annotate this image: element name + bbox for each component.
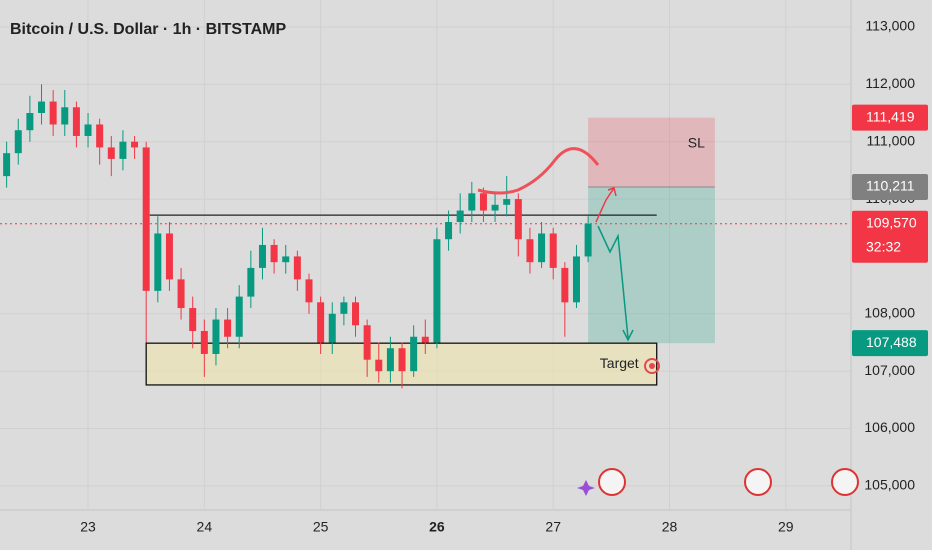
candle-body bbox=[456, 210, 464, 223]
candle-body bbox=[165, 233, 173, 280]
candle-body bbox=[224, 319, 232, 337]
candle-body bbox=[131, 141, 139, 148]
x-tick-label: 29 bbox=[778, 519, 794, 535]
candle-body bbox=[468, 193, 476, 211]
candle-body bbox=[107, 147, 115, 159]
candle-body bbox=[200, 331, 208, 354]
price-tag bbox=[852, 330, 928, 357]
candle-body bbox=[398, 348, 406, 372]
target-icon bbox=[644, 358, 660, 374]
candle-body bbox=[352, 302, 360, 326]
candle-body bbox=[363, 325, 371, 360]
candle-body bbox=[538, 233, 546, 263]
candle-body bbox=[317, 302, 325, 343]
candle-body bbox=[340, 302, 348, 314]
candle-body bbox=[305, 279, 313, 303]
candle-body bbox=[410, 336, 418, 372]
x-tick-label: 25 bbox=[313, 519, 329, 535]
candle-body bbox=[479, 193, 487, 211]
countdown: 32:32 bbox=[866, 238, 901, 254]
candle-body bbox=[26, 113, 34, 131]
down-arrow bbox=[597, 225, 634, 342]
y-tick-label: 108,000 bbox=[864, 305, 915, 321]
candle-body bbox=[293, 256, 301, 280]
candle-body bbox=[235, 296, 243, 337]
candle-body bbox=[96, 124, 104, 148]
x-tick-label: 24 bbox=[197, 519, 213, 535]
y-tick-label: 105,000 bbox=[864, 477, 915, 493]
y-tick-label: 113,000 bbox=[865, 18, 915, 34]
x-tick-label: 28 bbox=[662, 519, 678, 535]
candle-body bbox=[49, 101, 57, 125]
candle-body bbox=[247, 267, 255, 297]
projection-curve bbox=[477, 147, 600, 195]
y-tick-label: 112,000 bbox=[865, 75, 915, 91]
price-tag bbox=[852, 104, 928, 131]
candle-body bbox=[154, 233, 162, 291]
axis-layer: 105,000106,000107,000108,000110,000111,0… bbox=[80, 18, 928, 535]
candle-body bbox=[3, 153, 11, 177]
candle-body bbox=[212, 319, 220, 354]
candle-body bbox=[526, 239, 534, 263]
price-tag-label: 107,488 bbox=[866, 334, 917, 350]
price-tag bbox=[852, 173, 928, 200]
up-arrow bbox=[595, 187, 617, 223]
event-star bbox=[577, 480, 595, 496]
target-text: Target bbox=[600, 355, 639, 371]
target-icon-center bbox=[649, 363, 655, 369]
candle-body bbox=[421, 336, 429, 343]
stop-loss-zone bbox=[588, 117, 715, 187]
candle-body bbox=[549, 233, 557, 268]
candle-body bbox=[561, 267, 569, 303]
event-flag bbox=[744, 468, 772, 496]
candle-body bbox=[142, 147, 150, 291]
candle-body bbox=[445, 222, 453, 240]
candle-body bbox=[177, 279, 185, 309]
x-tick-label: 26 bbox=[429, 519, 445, 535]
candle-body bbox=[433, 239, 441, 343]
sl-text: SL bbox=[688, 134, 705, 150]
candle-body bbox=[258, 244, 266, 268]
candle-body bbox=[84, 124, 92, 136]
event-flag bbox=[831, 468, 859, 496]
candle-body bbox=[328, 313, 336, 343]
candle-body bbox=[584, 223, 592, 257]
candle-body bbox=[72, 107, 80, 136]
chart-title: Bitcoin / U.S. Dollar · 1h · BITSTAMP bbox=[10, 21, 286, 38]
candle-body bbox=[572, 256, 580, 303]
candle-body bbox=[514, 199, 522, 240]
take-profit-zone bbox=[588, 186, 715, 344]
y-tick-label: 107,000 bbox=[864, 362, 915, 378]
candle-body bbox=[270, 244, 278, 263]
candle-body bbox=[375, 359, 383, 372]
x-tick-label: 27 bbox=[545, 519, 561, 535]
candle-body bbox=[14, 130, 22, 154]
drawings-layer bbox=[477, 147, 859, 496]
event-flag bbox=[598, 468, 626, 496]
candle-body bbox=[38, 101, 46, 114]
y-tick-label: 106,000 bbox=[864, 419, 915, 435]
candle-body bbox=[491, 204, 499, 211]
price-tag-label: 111,419 bbox=[866, 108, 915, 124]
candle-body bbox=[61, 107, 69, 125]
candle-body bbox=[119, 141, 127, 159]
price-tag-label: 109,570 bbox=[866, 214, 917, 230]
y-tick-label: 111,000 bbox=[866, 132, 915, 148]
candle-body bbox=[282, 256, 290, 263]
candle-body bbox=[386, 348, 394, 372]
candles-layer bbox=[3, 84, 592, 389]
price-tag-label: 110,211 bbox=[866, 178, 915, 194]
x-tick-label: 23 bbox=[80, 519, 96, 535]
candle-body bbox=[189, 308, 197, 332]
price-tag bbox=[852, 210, 928, 263]
candle-body bbox=[503, 199, 511, 205]
